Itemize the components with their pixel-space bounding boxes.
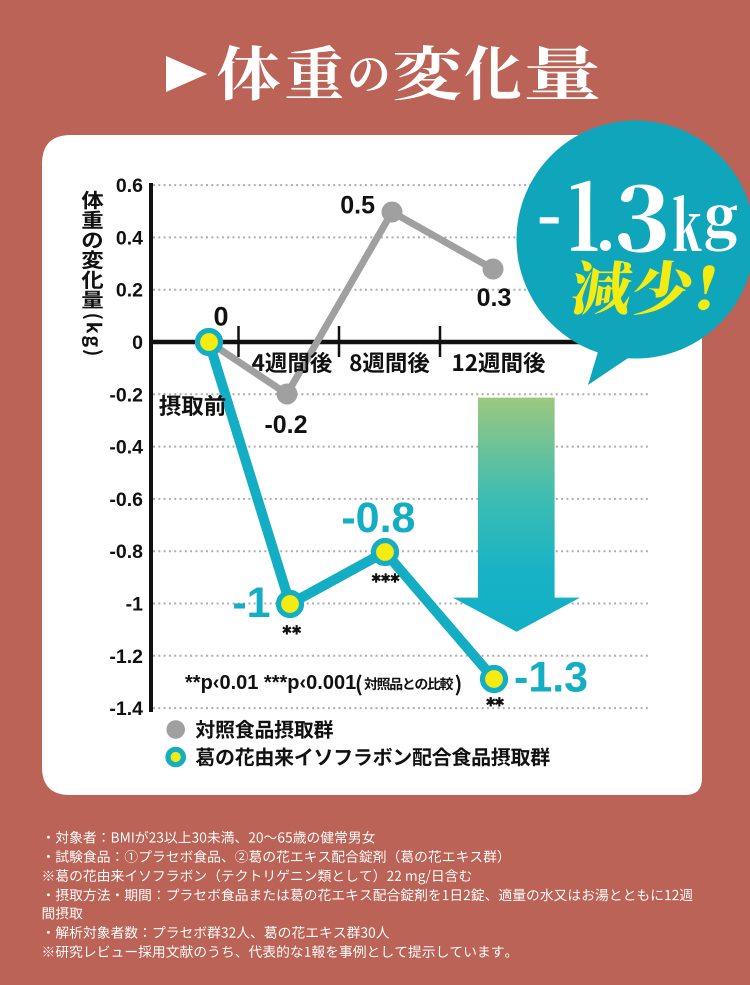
svg-text:-0.8: -0.8 — [109, 541, 143, 563]
svg-text:0.3: 0.3 — [477, 284, 512, 312]
svg-text:-1: -1 — [232, 579, 270, 627]
svg-text:-1.3: -1.3 — [514, 654, 588, 702]
svg-text:-1.2: -1.2 — [109, 646, 143, 668]
svg-text:-1.4: -1.4 — [109, 698, 143, 720]
svg-text:-0.2: -0.2 — [264, 411, 307, 439]
svg-text:0.2: 0.2 — [116, 280, 143, 302]
svg-text:-1: -1 — [126, 594, 143, 616]
svg-text:-0.6: -0.6 — [109, 489, 143, 511]
svg-text:0: 0 — [132, 332, 143, 354]
svg-text:0: 0 — [213, 302, 228, 332]
svg-text:0.4: 0.4 — [116, 227, 143, 249]
svg-text:**p‹0.01 ***p‹0.001: **p‹0.01 ***p‹0.001 — [185, 672, 356, 694]
svg-text:0.6: 0.6 — [116, 175, 143, 197]
svg-text:-0.2: -0.2 — [109, 384, 143, 406]
svg-text:-0.4: -0.4 — [109, 437, 143, 459]
svg-text:0.5: 0.5 — [340, 192, 375, 220]
svg-text:-0.8: -0.8 — [341, 494, 415, 542]
